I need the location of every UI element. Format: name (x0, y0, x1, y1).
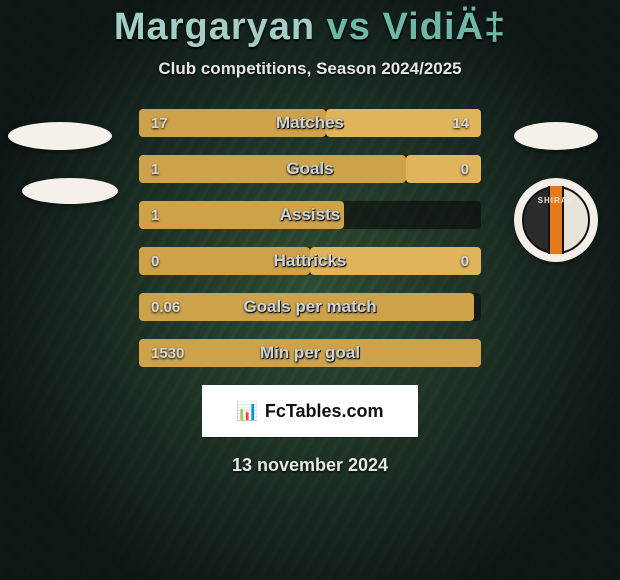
infographic-date: 13 november 2024 (0, 455, 620, 476)
player1-photo-placeholder-2 (22, 178, 118, 204)
stat-row: 1714Matches (139, 109, 481, 137)
stat-label: Hattricks (139, 247, 481, 275)
brand-fc: Fc (265, 401, 286, 421)
stat-label: Assists (139, 201, 481, 229)
club-badge-shirak: SHIRAK (514, 178, 598, 262)
stat-row: 10Goals (139, 155, 481, 183)
subtitle: Club competitions, Season 2024/2025 (0, 59, 620, 79)
vs-text: vs (327, 6, 371, 48)
club-badge-inner: SHIRAK (522, 186, 590, 254)
fctables-logo: 📊 FcTables.com (236, 401, 383, 422)
stat-label: Goals (139, 155, 481, 183)
stat-row: 1Assists (139, 201, 481, 229)
stat-row: 00Hattricks (139, 247, 481, 275)
player1-name: Margaryan (114, 6, 315, 48)
bar-chart-icon: 📊 (236, 402, 258, 420)
brand-box: 📊 FcTables.com (202, 385, 418, 437)
stat-label: Goals per match (139, 293, 481, 321)
player1-photo-placeholder-1 (8, 122, 112, 150)
player2-name: VidiÄ‡ (383, 6, 507, 48)
page-title: Margaryan vs VidiÄ‡ (0, 0, 620, 49)
stats-panel: 1714Matches 10Goals 1Assists 00Hattricks 0.0… (139, 109, 481, 367)
comparison-infographic: Margaryan vs VidiÄ‡ Club competitions, S… (0, 0, 620, 580)
brand-rest: Tables.com (286, 401, 384, 421)
player2-photo-placeholder (514, 122, 598, 150)
stat-label: Matches (139, 109, 481, 137)
stat-row: 1530Min per goal (139, 339, 481, 367)
stat-label: Min per goal (139, 339, 481, 367)
stat-row: 0.06Goals per match (139, 293, 481, 321)
club-badge-text: SHIRAK (524, 196, 588, 205)
background: Margaryan vs VidiÄ‡ Club competitions, S… (0, 0, 620, 580)
